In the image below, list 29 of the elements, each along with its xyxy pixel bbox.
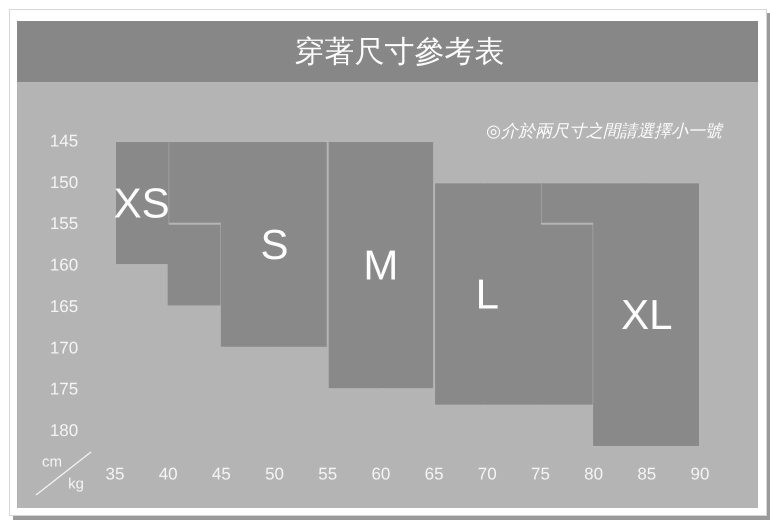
y-tick-label: 145 (50, 132, 78, 150)
y-tick-label: 160 (50, 256, 78, 275)
y-tick-label: 155 (50, 214, 78, 234)
x-axis-title: kg (68, 476, 84, 492)
series-label: S (260, 220, 289, 268)
y-tick-label: 175 (50, 380, 78, 399)
series-label: L (476, 270, 499, 318)
x-tick-label: 75 (531, 464, 550, 484)
x-tick-label: 70 (478, 464, 497, 484)
annotation: ◎介於兩尺寸之間請選擇小一號 (486, 122, 722, 140)
x-tick-label: 60 (371, 464, 390, 484)
y-tick-label: 170 (50, 338, 78, 358)
x-tick-label: 50 (265, 464, 284, 484)
x-tick-label: 35 (106, 464, 124, 484)
x-tick-label: 85 (637, 464, 656, 484)
series-label: XS (114, 180, 170, 227)
x-tick-label: 80 (584, 464, 604, 484)
x-tick-label: 65 (424, 464, 444, 484)
title: 穿著尺寸參考表 (294, 36, 504, 68)
x-tick-label: 55 (318, 464, 338, 484)
x-tick-label: 40 (158, 464, 178, 484)
x-tick-label: 45 (212, 464, 231, 484)
y-tick-label: 180 (50, 420, 78, 440)
y-tick-label: 150 (50, 172, 78, 192)
series-label: M (363, 242, 398, 289)
y-tick-label: 165 (50, 296, 78, 316)
series-label: XL (621, 291, 672, 338)
y-axis-title: cm (42, 454, 62, 470)
x-tick-label: 90 (690, 464, 710, 484)
